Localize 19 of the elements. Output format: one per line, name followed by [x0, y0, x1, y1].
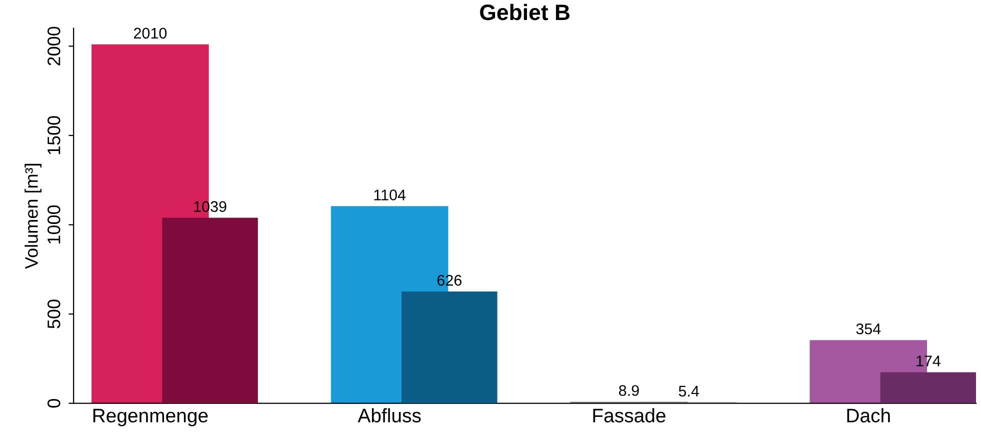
bar — [402, 292, 498, 404]
y-tick-label: 1000 — [48, 205, 60, 244]
data-label: 1104 — [374, 190, 406, 200]
bar — [880, 372, 976, 404]
x-tick-label: Fassade — [593, 408, 666, 422]
bar — [162, 218, 258, 404]
y-tick-label: 2000 — [48, 26, 60, 66]
x-tick-label: Dach — [847, 408, 890, 422]
data-label: 2010 — [134, 28, 167, 39]
x-tick-label: Abfluss — [358, 408, 421, 422]
y-tick-label: 1500 — [48, 116, 60, 154]
x-tick-label: Regenmenge — [93, 408, 208, 426]
y-axis-title: Volumen [m³] — [24, 164, 42, 269]
y-tick-label: 500 — [48, 300, 60, 328]
data-label: 5.4 — [678, 386, 699, 397]
chart-title: Gebiet B — [480, 4, 570, 20]
data-label: 8.9 — [619, 385, 639, 396]
data-label: 354 — [856, 323, 881, 334]
y-tick-label: 0 — [48, 398, 60, 408]
